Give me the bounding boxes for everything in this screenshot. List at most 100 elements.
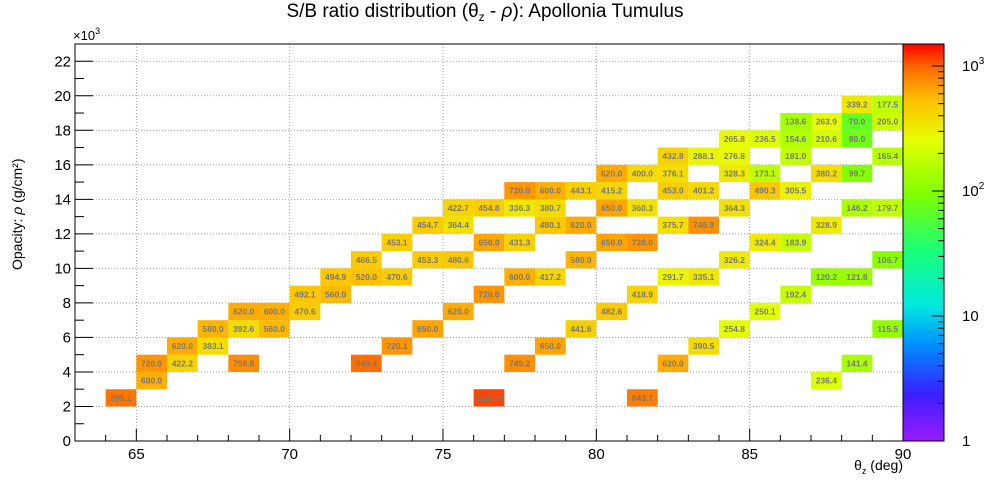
y-tick-label: 6 — [63, 329, 71, 346]
cell-value-label: 453.0 — [662, 186, 684, 196]
heatmap-cell — [473, 389, 505, 407]
heatmap-cell — [657, 164, 689, 183]
heatmap-cell — [872, 199, 903, 217]
cell-value-label: 758.8 — [233, 358, 255, 368]
cell-value-label: 305.5 — [785, 186, 807, 196]
cell-value-label: 720.0 — [509, 186, 531, 196]
cell-value-label: 401.2 — [693, 186, 715, 196]
cell-value-label: 177.5 — [877, 99, 899, 109]
cell-value-label: 650.0 — [417, 324, 439, 334]
heatmap-cell — [627, 285, 658, 303]
cell-value-label: 650.0 — [601, 203, 623, 213]
cell-value-label: 265.8 — [724, 134, 746, 144]
heatmap-cell — [320, 268, 351, 286]
cell-value-label: 895.1 — [110, 393, 132, 403]
cell-value-label: 480.6 — [448, 255, 470, 265]
cell-value-label: 417.2 — [540, 272, 562, 282]
heatmap-cell — [412, 320, 443, 338]
heatmap-cell — [688, 337, 719, 355]
heatmap-cell — [504, 233, 535, 252]
colorbar-tick-label: 1 — [962, 433, 970, 450]
cell-value-label: 335.1 — [693, 272, 715, 282]
heatmap-cell — [381, 337, 413, 355]
heatmap-cell — [443, 216, 474, 234]
heatmap-cell — [259, 302, 290, 321]
cell-value-label: 390.5 — [693, 341, 715, 351]
heatmap-cell — [381, 233, 413, 252]
cell-value-label: 192.4 — [785, 289, 807, 299]
cell-value-label: 392.6 — [233, 324, 255, 334]
heatmap-cell — [780, 130, 811, 148]
heatmap-cell — [473, 199, 505, 217]
heatmap-cell — [657, 354, 689, 372]
heatmap-cell — [841, 268, 873, 286]
heatmap-cell — [228, 354, 259, 372]
heatmap-cell — [351, 251, 382, 269]
heatmap-cell — [443, 302, 474, 321]
cell-value-label: 99.7 — [849, 168, 866, 178]
cell-value-label: 210.6 — [816, 134, 838, 144]
cell-value-label: 326.2 — [724, 255, 746, 265]
cell-value-label: 173.1 — [754, 168, 776, 178]
cell-value-label: 422.7 — [448, 203, 470, 213]
heatmap-cell — [749, 302, 781, 321]
cell-value-label: 720.1 — [386, 341, 408, 351]
heatmap-cell — [443, 199, 474, 217]
cell-value-label: 650.0 — [478, 238, 500, 248]
cell-value-label: 453.3 — [417, 255, 439, 265]
cell-value-label: 620.0 — [172, 341, 194, 351]
heatmap-cell — [259, 320, 290, 338]
heatmap-cell — [351, 354, 382, 372]
heatmap-cell — [351, 268, 382, 286]
cell-value-label: 441.6 — [570, 324, 592, 334]
cell-value-label: 364.4 — [448, 220, 470, 230]
heatmap-cell — [780, 147, 811, 165]
x-axis-label: θz (deg) — [854, 457, 903, 476]
cell-value-label: 453.1 — [386, 238, 408, 248]
heatmap-cell — [872, 147, 903, 165]
cell-value-label: 121.8 — [846, 272, 868, 282]
x-tick-label: 65 — [128, 446, 145, 463]
cell-value-label: 380.7 — [540, 203, 562, 213]
y-tick-label: 0 — [63, 433, 71, 450]
cell-value-label: 580.0 — [202, 324, 224, 334]
heatmap-cell — [596, 164, 627, 183]
cell-value-label: 236.4 — [816, 376, 838, 386]
heatmap-cell — [749, 182, 781, 200]
cell-value-label: 120.2 — [816, 272, 838, 282]
y-tick-label: 2 — [63, 398, 71, 415]
heatmap-cell — [443, 251, 474, 269]
cell-value-label: 141.4 — [846, 358, 868, 368]
heatmap-cell — [289, 285, 321, 303]
heatmap-cell — [565, 216, 597, 234]
heatmap-cell — [811, 113, 842, 131]
cell-value-label: 236.5 — [754, 134, 776, 144]
cell-value-label: 720.0 — [478, 289, 500, 299]
heatmap-cell — [688, 182, 719, 200]
heatmap-cell — [841, 130, 873, 148]
heatmap-cell — [320, 285, 351, 303]
heatmap-cell — [136, 354, 167, 372]
heatmap-cell — [657, 216, 689, 234]
cell-value-label: 600.0 — [540, 186, 562, 196]
heatmap-cell — [535, 268, 566, 286]
colorbar-tick-label: 103 — [962, 56, 985, 75]
heatmap-cell — [504, 354, 535, 372]
y-tick-label: 10 — [54, 260, 71, 277]
heatmap-cell — [749, 233, 781, 252]
y-tick-label: 16 — [54, 157, 71, 174]
heatmap-cell — [719, 130, 750, 148]
heatmap-cell — [627, 164, 658, 183]
cell-value-label: 179.7 — [877, 203, 899, 213]
cell-value-label: 328.9 — [816, 220, 838, 230]
heatmap-cell — [657, 182, 689, 200]
heatmap-cell — [719, 251, 750, 269]
heatmap-cell — [565, 320, 597, 338]
cell-value-label: 205.0 — [877, 117, 899, 127]
heatmap-cell — [841, 354, 873, 372]
y-tick-label: 18 — [54, 122, 71, 139]
cell-value-label: 940.4 — [356, 358, 378, 368]
heatmap-cell — [473, 285, 505, 303]
